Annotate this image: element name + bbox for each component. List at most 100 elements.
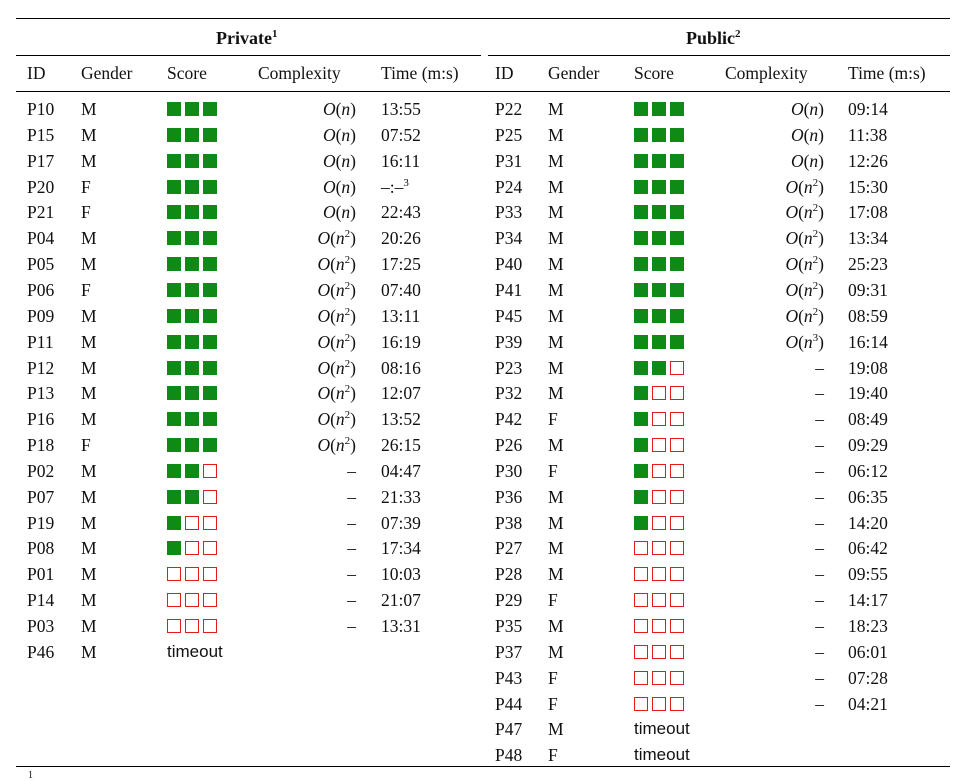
participant-id: P45	[495, 305, 523, 326]
filled-square-icon	[634, 205, 648, 220]
filled-square-icon	[634, 386, 648, 401]
time-cell: 15:30	[848, 177, 888, 197]
empty-square-icon	[670, 489, 684, 504]
participant-id: P36	[495, 486, 523, 507]
complexity-cell: O(n)	[322, 150, 356, 171]
time-value: 19:08	[848, 357, 888, 378]
score-squares	[167, 153, 217, 168]
gender-cell: M	[81, 383, 97, 404]
score-squares	[634, 308, 684, 323]
filled-square-icon	[203, 102, 217, 116]
gender-cell: M	[548, 279, 564, 300]
empty-square-icon	[652, 438, 666, 453]
gender-cell: M	[81, 512, 97, 533]
score-squares	[634, 619, 684, 633]
gender-cell: M	[81, 331, 97, 352]
public-col-gender: Gender	[548, 63, 600, 83]
filled-square-icon	[634, 360, 648, 375]
empty-square-icon	[185, 515, 199, 530]
filled-square-icon	[167, 489, 181, 504]
gender-cell: F	[548, 693, 558, 714]
complexity-cell: O(n2)	[317, 383, 356, 404]
score-squares	[634, 334, 684, 349]
filled-square-icon	[185, 231, 199, 246]
score-squares	[634, 541, 684, 556]
time-cell: 09:29	[848, 435, 888, 455]
participant-id: P12	[27, 357, 55, 378]
filled-square-icon	[185, 127, 199, 142]
filled-square-icon	[185, 282, 199, 297]
empty-square-icon	[670, 541, 684, 556]
score-squares	[167, 360, 217, 375]
complexity-cell: O(n2)	[785, 254, 824, 275]
complexity-cell: –	[815, 667, 824, 688]
complexity-cell: –	[815, 590, 824, 611]
participant-id: P44	[495, 693, 523, 714]
filled-square-icon	[634, 334, 648, 349]
complexity-cell: O(n)	[790, 99, 824, 119]
empty-square-icon	[167, 619, 181, 633]
public-group-header: Public2	[686, 28, 741, 48]
participant-id: P39	[495, 331, 523, 352]
filled-square-icon	[670, 205, 684, 220]
time-cell: 07:39	[381, 513, 421, 533]
filled-square-icon	[634, 308, 648, 323]
filled-square-icon	[652, 334, 666, 349]
filled-square-icon	[167, 438, 181, 453]
time-value: 21:07	[381, 590, 421, 611]
header-rule	[16, 91, 950, 92]
filled-square-icon	[185, 463, 199, 478]
complexity-cell: O(n)	[322, 99, 356, 119]
complexity-cell: –	[815, 641, 824, 662]
time-value: 13:11	[381, 305, 421, 326]
participant-id: P18	[27, 435, 55, 456]
gender-cell: F	[548, 667, 558, 688]
score-squares	[167, 489, 217, 504]
filled-square-icon	[167, 463, 181, 478]
empty-square-icon	[670, 463, 684, 478]
score-squares	[167, 257, 217, 272]
participant-id: P16	[27, 409, 55, 430]
empty-square-icon	[634, 593, 648, 608]
score-squares	[167, 308, 217, 323]
score-squares	[167, 541, 217, 556]
empty-square-icon	[203, 463, 217, 478]
empty-square-icon	[203, 515, 217, 530]
time-cell: 14:20	[848, 513, 888, 533]
gender-cell: F	[548, 460, 558, 481]
empty-square-icon	[670, 670, 684, 685]
time-cell: 04:21	[848, 694, 888, 714]
filled-square-icon	[185, 386, 199, 401]
complexity-cell: –	[815, 383, 824, 404]
filled-square-icon	[167, 412, 181, 427]
time-cell: 17:34	[381, 538, 421, 558]
complexity-cell: –	[815, 486, 824, 507]
filled-square-icon	[634, 282, 648, 297]
private-footnote-mark: 1	[271, 28, 278, 40]
score-squares	[167, 179, 217, 194]
empty-square-icon	[203, 619, 217, 633]
participant-id: P31	[495, 150, 523, 171]
filled-square-icon	[185, 205, 199, 220]
gender-cell: M	[81, 590, 97, 611]
time-value: 04:21	[848, 693, 888, 714]
complexity-cell: O(n)	[790, 150, 824, 171]
time-cell: 12:26	[848, 151, 888, 171]
filled-square-icon	[185, 438, 199, 453]
time-cell: 09:55	[848, 564, 888, 584]
time-value: 16:11	[381, 150, 421, 171]
time-value: 09:31	[848, 279, 888, 300]
gender-cell: M	[81, 99, 97, 119]
filled-square-icon	[167, 515, 181, 530]
gender-cell: M	[81, 228, 97, 249]
score-squares	[167, 463, 217, 478]
empty-square-icon	[670, 360, 684, 375]
empty-square-icon	[652, 463, 666, 478]
empty-square-icon	[185, 593, 199, 608]
score-squares	[634, 515, 684, 530]
time-cell: 09:14	[848, 99, 888, 119]
complexity-cell: O(n3)	[785, 331, 824, 352]
time-cell: 08:59	[848, 306, 888, 326]
time-value: 16:19	[381, 331, 421, 352]
filled-square-icon	[167, 102, 181, 116]
